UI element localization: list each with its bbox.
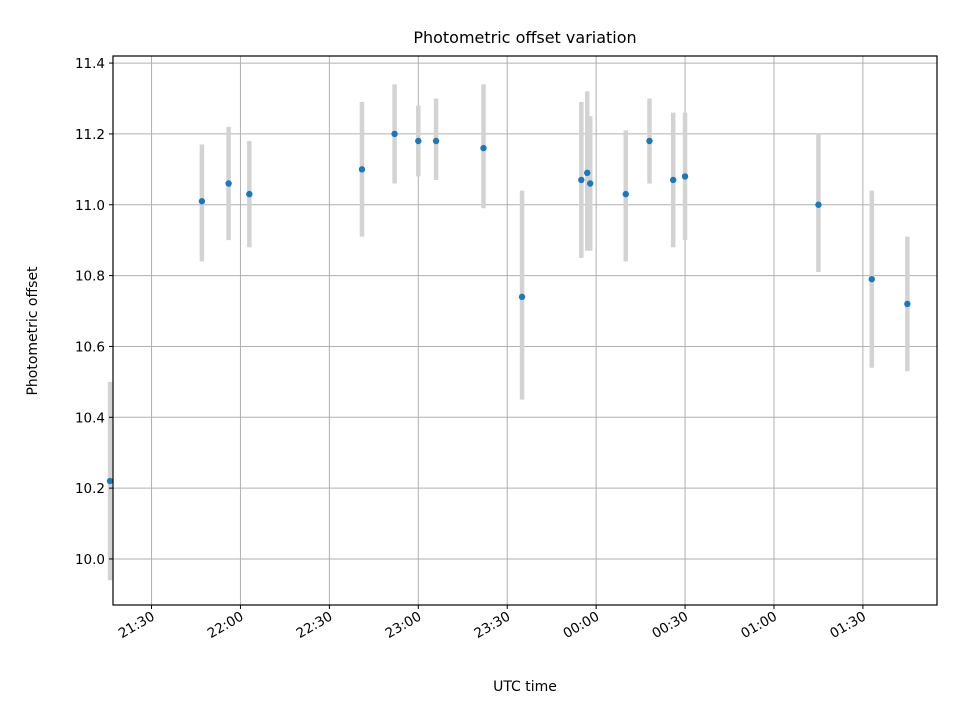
data-point bbox=[868, 275, 875, 283]
data-point bbox=[815, 201, 822, 208]
data-point bbox=[198, 198, 206, 205]
y-tick-label: 10.2 bbox=[75, 481, 105, 497]
data-points bbox=[106, 130, 911, 485]
y-tick-label: 10.4 bbox=[75, 410, 105, 426]
data-point bbox=[681, 173, 689, 180]
data-point bbox=[432, 137, 440, 145]
data-point bbox=[670, 176, 677, 184]
plot-frame bbox=[112, 55, 938, 606]
y-tick-label: 11.2 bbox=[75, 127, 105, 143]
data-point bbox=[391, 130, 398, 138]
data-point bbox=[578, 176, 585, 184]
data-point bbox=[622, 190, 629, 198]
y-tick-label: 11.0 bbox=[75, 198, 105, 214]
data-point bbox=[358, 166, 366, 173]
data-point bbox=[584, 169, 591, 177]
y-tick-label: 10.8 bbox=[75, 269, 105, 285]
y-axis-label: Photometric offset bbox=[25, 266, 41, 396]
data-point bbox=[415, 137, 422, 145]
y-tick-label: 10.6 bbox=[75, 339, 105, 355]
chart-title: Photometric offset variation bbox=[413, 28, 636, 47]
data-point bbox=[646, 137, 653, 145]
y-axis-ticks: 10.0 10.2 10.4 10.6 10.8 11.0 11.2 11.4 bbox=[75, 56, 113, 568]
data-point bbox=[480, 144, 487, 152]
x-axis-label: UTC time bbox=[493, 679, 557, 695]
grid bbox=[113, 56, 937, 605]
data-point bbox=[587, 180, 594, 187]
y-tick-label: 11.4 bbox=[75, 56, 105, 72]
data-point bbox=[106, 477, 114, 485]
data-point bbox=[904, 300, 911, 308]
y-tick-label: 10.0 bbox=[75, 552, 105, 568]
data-point bbox=[246, 190, 253, 198]
data-point bbox=[225, 180, 232, 187]
data-point bbox=[518, 293, 526, 301]
